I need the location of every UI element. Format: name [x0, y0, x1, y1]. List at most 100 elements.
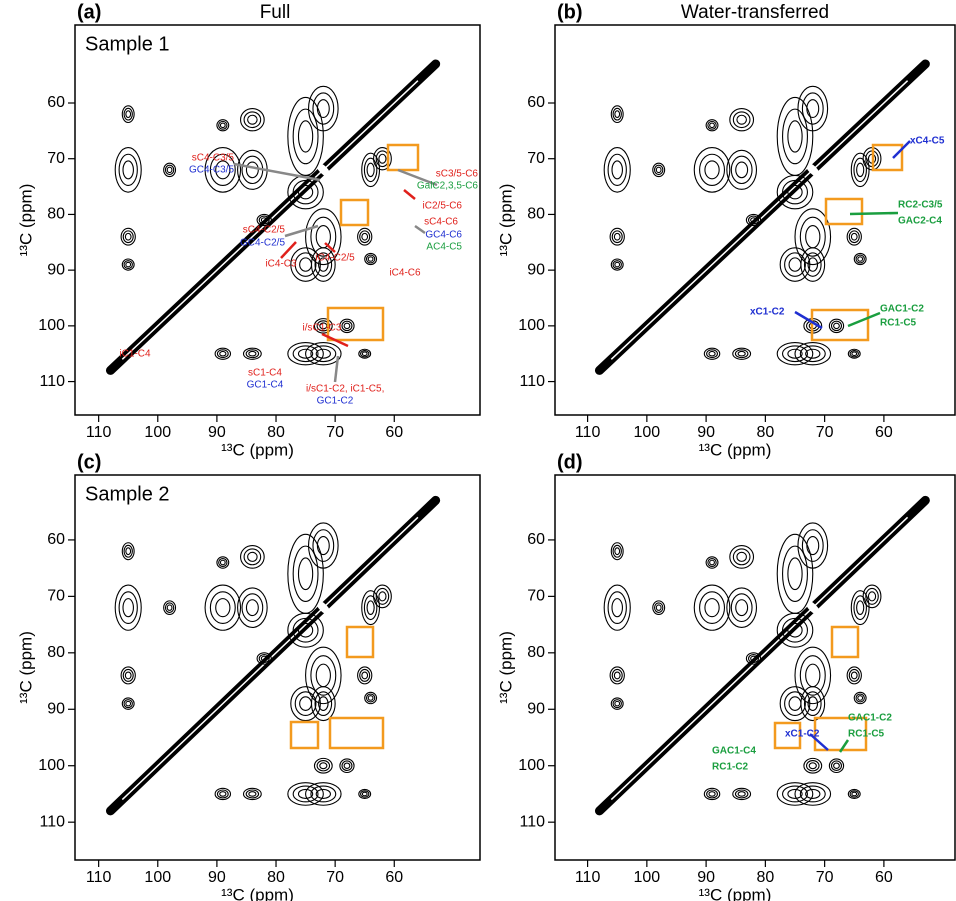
x-tick-label: 90 — [208, 869, 226, 886]
x-axis-label: ¹³C (ppm) — [221, 440, 294, 459]
peak-annotation: GalC2,3,5-C6 — [417, 181, 479, 192]
contour — [379, 154, 386, 163]
contour — [857, 601, 864, 615]
contour — [246, 600, 258, 616]
x-tick-label: 70 — [816, 424, 834, 441]
x-axis-label: ¹³C (ppm) — [699, 885, 772, 901]
y-tick-label: 100 — [38, 317, 65, 334]
contour — [854, 158, 866, 181]
contour — [119, 592, 137, 624]
highlight-box — [341, 200, 368, 225]
contour — [126, 111, 131, 118]
contour — [362, 233, 368, 240]
contour — [852, 792, 857, 796]
contour — [615, 701, 620, 706]
contour — [360, 669, 370, 681]
peak-annotation: GAC1-C2 — [880, 304, 924, 315]
y-tick-label: 60 — [47, 531, 65, 548]
contour — [612, 669, 622, 681]
contour — [342, 321, 352, 330]
contour — [608, 154, 626, 185]
plot-area — [110, 64, 435, 370]
diagonal-inner — [122, 81, 418, 360]
contour — [364, 158, 376, 181]
contour — [736, 162, 748, 178]
contour — [220, 792, 226, 797]
x-tick-label: 80 — [756, 424, 774, 441]
panel-label: (b) — [557, 1, 583, 23]
contour — [320, 763, 327, 769]
contour — [612, 231, 622, 243]
contour — [858, 257, 863, 261]
contour — [807, 761, 819, 771]
contour — [738, 351, 745, 355]
contour — [851, 672, 857, 679]
peak-annotation: iC2/5-C6 — [423, 201, 463, 212]
pointer — [850, 213, 898, 214]
y-tick-label: 70 — [527, 150, 545, 167]
highlight-box — [873, 145, 902, 170]
contour — [344, 763, 350, 768]
contour — [737, 115, 746, 124]
contour — [802, 93, 823, 124]
pointer — [404, 190, 415, 199]
contour — [854, 596, 866, 620]
contour — [809, 763, 816, 769]
peak-annotation: GAC1-C4 — [712, 746, 756, 757]
contour — [313, 530, 334, 562]
x-tick-label: 80 — [267, 424, 285, 441]
contour — [244, 549, 261, 565]
y-tick-label: 90 — [527, 700, 545, 717]
y-tick-label: 100 — [518, 317, 545, 334]
contour — [709, 792, 715, 797]
contour — [615, 548, 620, 555]
contour — [316, 664, 330, 687]
y-tick-label: 100 — [38, 757, 65, 774]
panel-label: (d) — [557, 451, 583, 473]
y-tick-label: 60 — [47, 94, 65, 111]
contour — [615, 262, 620, 266]
y-axis-label: ¹³C (ppm) — [16, 184, 35, 257]
x-tick-label: 100 — [634, 869, 661, 886]
contour — [614, 672, 620, 679]
highlight-box — [832, 627, 858, 657]
contour — [220, 123, 225, 127]
x-tick-label: 70 — [326, 869, 344, 886]
peak-annotation: GAC2-C4 — [898, 216, 942, 227]
panel: 1101009080706060708090100110¹³C (ppm)¹³C… — [16, 1, 480, 459]
y-tick-label: 110 — [39, 373, 65, 390]
contour — [298, 558, 312, 590]
y-tick-label: 60 — [527, 94, 545, 111]
y-tick-label: 90 — [47, 700, 65, 717]
contour — [849, 669, 859, 681]
y-tick-label: 80 — [527, 644, 545, 661]
contour — [125, 672, 131, 679]
contour — [800, 217, 825, 256]
contour — [709, 351, 715, 355]
y-tick-label: 70 — [47, 150, 65, 167]
pointer — [335, 356, 338, 382]
x-tick-label: 90 — [697, 869, 715, 886]
contour — [126, 548, 131, 555]
contour — [313, 93, 334, 124]
contour — [360, 231, 370, 243]
x-axis-label: ¹³C (ppm) — [221, 885, 294, 901]
highlight-box — [330, 718, 383, 748]
contour — [868, 592, 875, 601]
x-tick-label: 90 — [697, 424, 715, 441]
x-tick-label: 60 — [875, 869, 893, 886]
contour — [656, 167, 661, 172]
peak-annotation: RC1-C5 — [848, 729, 885, 740]
y-tick-label: 80 — [527, 206, 545, 223]
contour — [788, 121, 802, 152]
y-tick-label: 110 — [519, 813, 545, 830]
peak-annotation: GC1-C2 — [317, 396, 354, 407]
contour — [615, 111, 620, 118]
contour — [367, 601, 374, 615]
plot-area — [599, 64, 925, 370]
peak-annotation: RC2-C3/5 — [898, 200, 943, 211]
contour — [317, 537, 329, 555]
contour — [376, 588, 388, 604]
contour — [246, 162, 258, 178]
x-tick-label: 60 — [385, 869, 403, 886]
